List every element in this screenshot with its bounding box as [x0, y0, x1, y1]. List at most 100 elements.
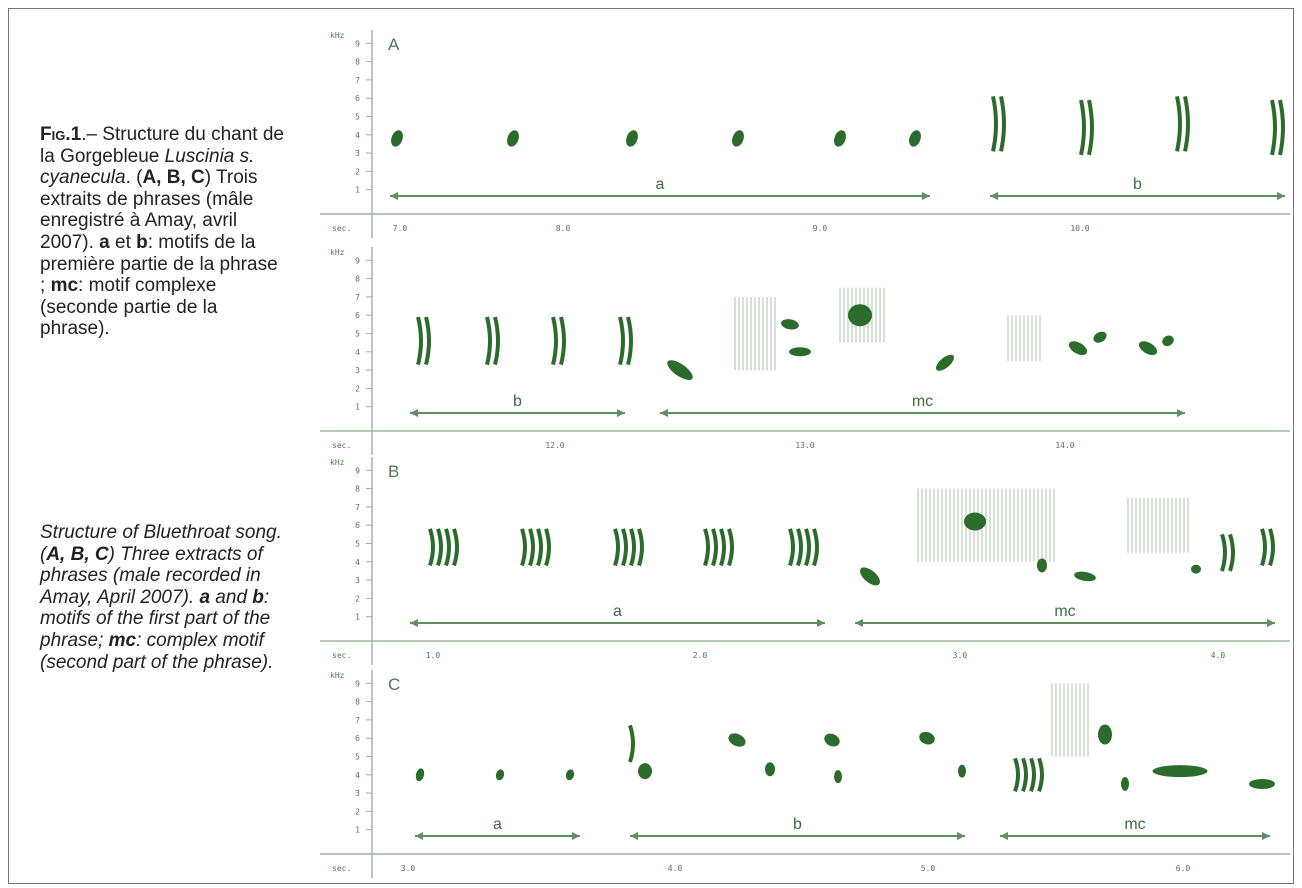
- freq-tick-label: 6: [355, 94, 360, 103]
- arrow-head: [855, 619, 863, 627]
- motif-label: a: [493, 816, 502, 833]
- syllable-stroke: [438, 529, 441, 566]
- syllable: [624, 129, 640, 149]
- syllable-stroke: [1185, 96, 1188, 151]
- syllable-stroke: [418, 317, 421, 365]
- syllable: [495, 768, 506, 781]
- syllable: [907, 129, 923, 149]
- freq-tick-label: 3: [355, 149, 360, 158]
- motif-label: mc: [912, 393, 933, 410]
- freq-tick-label: 8: [355, 58, 360, 67]
- freq-unit: kHz: [330, 248, 345, 257]
- syllable-stroke: [1177, 96, 1180, 151]
- syllable-stroke: [530, 529, 533, 566]
- freq-tick-label: 7: [355, 76, 360, 85]
- syllable-stroke: [561, 317, 564, 365]
- syllable-stroke: [1023, 758, 1026, 791]
- arrow-head: [390, 192, 398, 200]
- freq-tick-label: 2: [355, 594, 360, 603]
- syllable-stroke: [1262, 529, 1265, 566]
- syllable: [505, 129, 521, 149]
- syllable-stroke: [430, 529, 433, 566]
- freq-tick-label: 9: [355, 256, 360, 265]
- freq-tick-label: 2: [355, 167, 360, 176]
- syllable: [958, 765, 966, 778]
- freq-tick-label: 1: [355, 613, 360, 622]
- syllable-stroke: [553, 317, 556, 365]
- freq-tick-label: 6: [355, 311, 360, 320]
- syllable-stroke: [814, 529, 817, 566]
- freq-tick-label: 3: [355, 789, 360, 798]
- syllable: [933, 352, 956, 374]
- syllable-stroke: [1089, 100, 1092, 155]
- arrow-head: [410, 409, 418, 417]
- syllable: [834, 770, 842, 783]
- time-unit: sec.: [332, 864, 351, 873]
- syllable-stroke: [1270, 529, 1273, 566]
- syllable: [789, 347, 811, 356]
- freq-tick-label: 1: [355, 403, 360, 412]
- arrow-head: [1000, 832, 1008, 840]
- freq-tick-label: 9: [355, 679, 360, 688]
- time-label: 4.0: [1211, 651, 1226, 660]
- syllable: [1098, 725, 1112, 745]
- freq-tick-label: 4: [355, 558, 360, 567]
- arrow-head: [922, 192, 930, 200]
- syllable: [857, 564, 883, 589]
- syllable: [1249, 779, 1275, 789]
- panel-label: C: [388, 675, 400, 694]
- syllable: [730, 129, 746, 149]
- time-label: 9.0: [813, 224, 828, 233]
- motif-label: b: [1133, 176, 1142, 193]
- time-label: 14.0: [1055, 441, 1074, 450]
- syllable-stroke: [623, 529, 626, 566]
- syllable: [765, 762, 775, 776]
- time-label: 7.0: [393, 224, 408, 233]
- time-label: 3.0: [953, 651, 968, 660]
- syllable-stroke: [1280, 100, 1283, 155]
- syllable-stroke: [454, 529, 457, 566]
- syllable-stroke: [1230, 534, 1233, 571]
- time-label: 8.0: [556, 224, 571, 233]
- syllable-stroke: [729, 529, 732, 566]
- freq-tick-label: 8: [355, 698, 360, 707]
- syllable: [964, 513, 986, 531]
- syllable-stroke: [1001, 96, 1004, 151]
- freq-unit: kHz: [330, 31, 345, 40]
- time-label: 5.0: [921, 864, 936, 873]
- freq-tick-label: 7: [355, 293, 360, 302]
- freq-tick-label: 5: [355, 540, 360, 549]
- time-unit: sec.: [332, 651, 351, 660]
- syllable: [1153, 765, 1208, 777]
- page: {"caption": { "fr": ["Fig.1", ".– Struct…: [0, 0, 1302, 888]
- arrow-head: [630, 832, 638, 840]
- syllable: [565, 768, 576, 781]
- syllable-stroke: [620, 317, 623, 365]
- motif-label: b: [513, 393, 522, 410]
- freq-tick-label: 6: [355, 734, 360, 743]
- time-label: 6.0: [1176, 864, 1191, 873]
- syllable-stroke: [705, 529, 708, 566]
- motif-label: a: [613, 603, 622, 620]
- arrow-head: [410, 619, 418, 627]
- syllable: [1067, 338, 1090, 358]
- syllable-stroke: [628, 317, 631, 365]
- freq-tick-label: 4: [355, 348, 360, 357]
- motif-label: mc: [1124, 816, 1145, 833]
- freq-tick-label: 5: [355, 330, 360, 339]
- freq-tick-label: 3: [355, 576, 360, 585]
- freq-tick-label: 2: [355, 807, 360, 816]
- arrow-head: [817, 619, 825, 627]
- syllable-stroke: [522, 529, 525, 566]
- arrow-head: [415, 832, 423, 840]
- syllable: [638, 763, 652, 779]
- time-label: 1.0: [426, 651, 441, 660]
- syllable-stroke: [487, 317, 490, 365]
- arrow-head: [1177, 409, 1185, 417]
- syllable-stroke: [426, 317, 429, 365]
- syllable: [822, 731, 842, 749]
- syllable: [414, 767, 425, 782]
- freq-tick-label: 5: [355, 113, 360, 122]
- freq-tick-label: 5: [355, 753, 360, 762]
- syllable-stroke: [1272, 100, 1275, 155]
